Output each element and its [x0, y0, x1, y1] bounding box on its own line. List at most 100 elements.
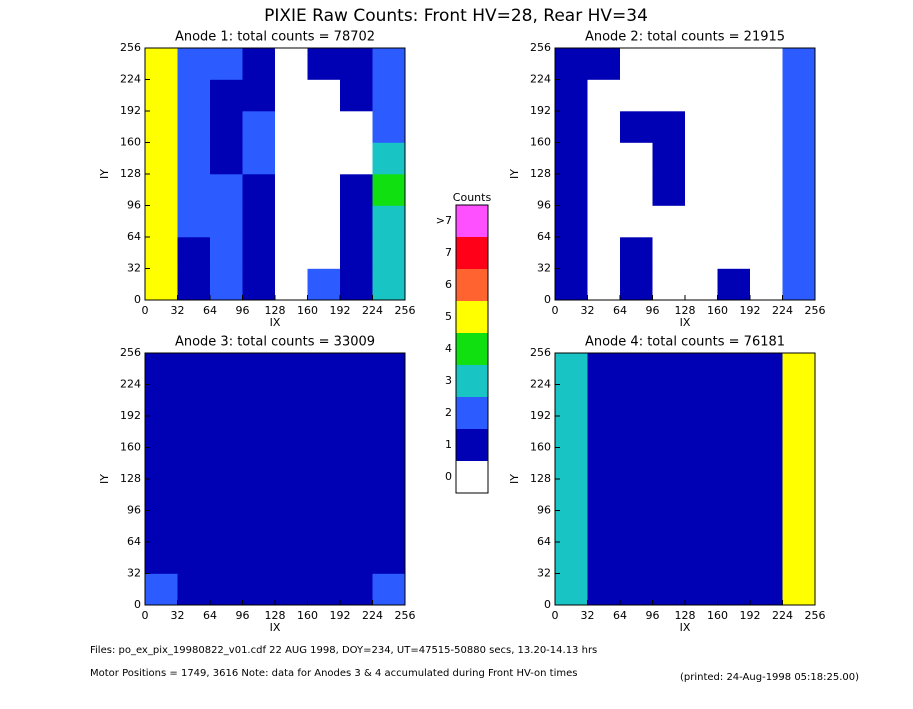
plot-title: Anode 1: total counts = 78702 — [175, 30, 375, 45]
colorbar-label: 5 — [445, 310, 452, 323]
heatmap-cell — [717, 174, 751, 206]
heatmap-cell — [750, 142, 783, 175]
colorbar-label: 3 — [445, 374, 452, 387]
y-tick-label: 160 — [120, 136, 141, 149]
y-tick-label: 128 — [530, 472, 551, 485]
colorbar-label: 6 — [445, 278, 452, 291]
heatmap-cell — [620, 174, 653, 206]
x-tick-label: 192 — [330, 304, 351, 317]
heatmap-cell — [587, 384, 621, 417]
heatmap-cell — [340, 48, 373, 80]
x-tick-label: 128 — [675, 304, 696, 317]
y-tick-label: 0 — [134, 293, 141, 306]
heatmap-cell — [750, 353, 783, 385]
x-tick-label: 160 — [297, 609, 318, 622]
heatmap-cell — [587, 237, 621, 269]
heatmap-cell — [145, 174, 178, 206]
heatmap-cell — [620, 353, 653, 385]
heatmap-cell — [652, 447, 686, 480]
heatmap-cell — [242, 479, 276, 511]
heatmap-cell — [750, 79, 783, 112]
x-tick-label: 256 — [395, 304, 416, 317]
y-tick-label: 96 — [127, 199, 141, 212]
x-tick-label: 96 — [236, 304, 250, 317]
heatmap-cell — [307, 384, 341, 417]
heatmap-cell — [685, 205, 718, 238]
y-tick-label: 256 — [530, 41, 551, 54]
heatmap-cell — [782, 447, 816, 480]
heatmap-cell — [340, 510, 373, 543]
heatmap-cell — [210, 479, 243, 511]
heatmap-cell — [782, 237, 816, 269]
heatmap-cell — [307, 447, 341, 480]
y-tick-label: 128 — [530, 167, 551, 180]
heatmap-cell — [587, 573, 621, 606]
heatmap-cell — [275, 142, 308, 175]
heatmap-cell — [685, 384, 718, 417]
heatmap-cell — [340, 479, 373, 511]
heatmap-cell — [177, 142, 211, 175]
heatmap-cell — [717, 416, 751, 448]
heatmap-cell — [685, 142, 718, 175]
heatmap-cell — [275, 174, 308, 206]
heatmap-cell — [652, 384, 686, 417]
heatmap-cell — [750, 111, 783, 143]
heatmap-cell — [555, 205, 588, 238]
heatmap-cell — [587, 142, 621, 175]
y-tick-label: 256 — [120, 346, 141, 359]
heatmap-cell — [177, 510, 211, 543]
heatmap-cell — [620, 447, 653, 480]
heatmap-cell — [782, 384, 816, 417]
x-tick-label: 224 — [362, 304, 383, 317]
heatmap-cell — [372, 542, 406, 574]
heatmap-cell — [145, 142, 178, 175]
x-tick-label: 192 — [330, 609, 351, 622]
heatmap-cell — [782, 510, 816, 543]
heatmap-cell — [340, 79, 373, 112]
heatmap-cell — [717, 111, 751, 143]
heatmap-cell — [242, 79, 276, 112]
y-tick-label: 32 — [127, 567, 141, 580]
heatmap-cell — [620, 111, 653, 143]
heatmap-cell — [685, 479, 718, 511]
y-tick-label: 256 — [120, 41, 141, 54]
heatmap-cell — [372, 510, 406, 543]
heatmap-cell — [587, 205, 621, 238]
heatmap-cell — [587, 174, 621, 206]
heatmap-cell — [685, 111, 718, 143]
colorbar-frame — [455, 204, 489, 494]
heatmap-cell — [652, 353, 686, 385]
colorbar-title: Counts — [453, 191, 492, 204]
heatmap-cell — [620, 205, 653, 238]
heatmap-cell — [652, 416, 686, 448]
heatmap-cell — [685, 447, 718, 480]
heatmap-cell — [620, 479, 653, 511]
heatmap-cell — [782, 268, 816, 301]
heatmap-cell — [652, 573, 686, 606]
heatmap-cell — [555, 573, 588, 606]
heatmap-cell — [242, 111, 276, 143]
heatmap-cell — [620, 510, 653, 543]
heatmap-cell — [307, 416, 341, 448]
x-tick-label: 64 — [613, 609, 627, 622]
colorbar-label: 4 — [445, 342, 452, 355]
heatmap-cell — [372, 142, 406, 175]
y-tick-label: 64 — [537, 230, 551, 243]
heatmap-cell — [652, 237, 686, 269]
heatmap-cell — [307, 510, 341, 543]
heatmap-cell — [177, 268, 211, 301]
y-tick-label: 32 — [127, 262, 141, 275]
y-tick-label: 192 — [120, 104, 141, 117]
heatmap-cell — [177, 79, 211, 112]
heatmap-cell — [750, 542, 783, 574]
y-tick-label: 160 — [120, 441, 141, 454]
heatmap-cell — [685, 542, 718, 574]
heatmap-cell — [555, 142, 588, 175]
heatmap-cell — [620, 416, 653, 448]
heatmap-cell — [307, 573, 341, 606]
heatmap-cell — [652, 79, 686, 112]
heatmap-cell — [210, 384, 243, 417]
heatmap-cell — [177, 416, 211, 448]
heatmap-cell — [210, 111, 243, 143]
